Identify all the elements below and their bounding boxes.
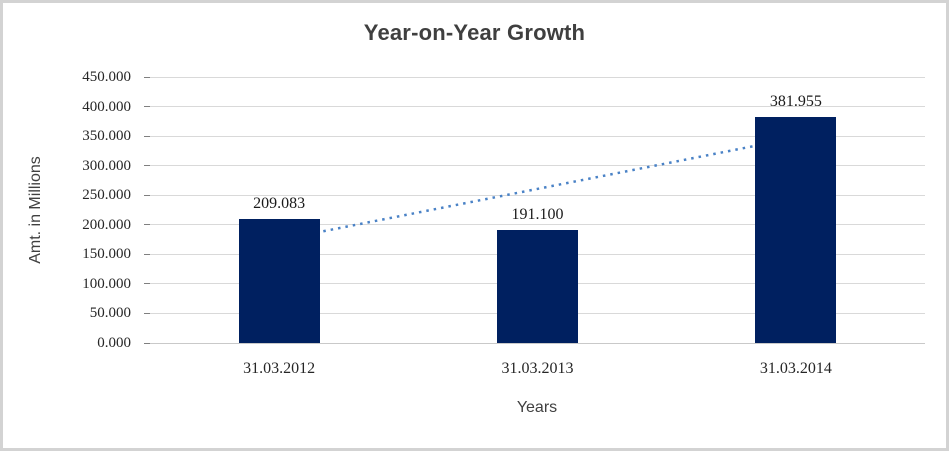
- x-tick-label: 31.03.2012: [243, 360, 316, 377]
- y-tick-label: 250.000: [82, 187, 131, 204]
- bar-31.03.2013: [497, 230, 578, 343]
- bar-value-label: 381.955: [769, 93, 822, 111]
- bar-31.03.2012: [238, 219, 320, 343]
- bar-31.03.2014: [755, 117, 837, 343]
- grid-line: [150, 76, 925, 78]
- y-tick-label: 100.000: [82, 275, 131, 292]
- y-axis-tick-mark: [144, 165, 150, 167]
- y-axis-tick-mark: [144, 253, 150, 255]
- y-axis-tick-mark: [144, 135, 150, 137]
- x-tick-label: 31.03.2013: [501, 360, 574, 377]
- x-tick-label: 31.03.2014: [759, 360, 832, 377]
- y-axis-tick-mark: [144, 106, 150, 108]
- bar-value-label: 191.100: [511, 206, 564, 224]
- y-axis-tick-mark: [144, 194, 150, 196]
- y-axis-tick-mark: [144, 76, 150, 78]
- y-axis-tick-mark: [144, 224, 150, 226]
- y-tick-label: 350.000: [82, 128, 131, 145]
- y-tick-label: 450.000: [82, 69, 131, 85]
- chart-title: Year-on-Year Growth: [363, 20, 586, 45]
- y-axis-tick-mark: [144, 312, 150, 314]
- y-tick-label: 50.000: [89, 305, 131, 322]
- y-tick-label: 400.000: [82, 98, 131, 115]
- bar-value-label: 209.083: [253, 195, 306, 213]
- y-tick-label: 0.000: [97, 335, 131, 351]
- y-axis-tick-mark: [144, 342, 150, 344]
- grid-line: [150, 135, 925, 137]
- y-tick-label: 200.000: [82, 216, 131, 233]
- x-axis-title: Years: [516, 399, 558, 416]
- grid-line: [150, 342, 925, 344]
- y-tick-label: 300.000: [82, 157, 131, 174]
- y-tick-label: 150.000: [82, 246, 131, 263]
- y-axis-tick-mark: [144, 283, 150, 285]
- grid-line: [150, 106, 925, 108]
